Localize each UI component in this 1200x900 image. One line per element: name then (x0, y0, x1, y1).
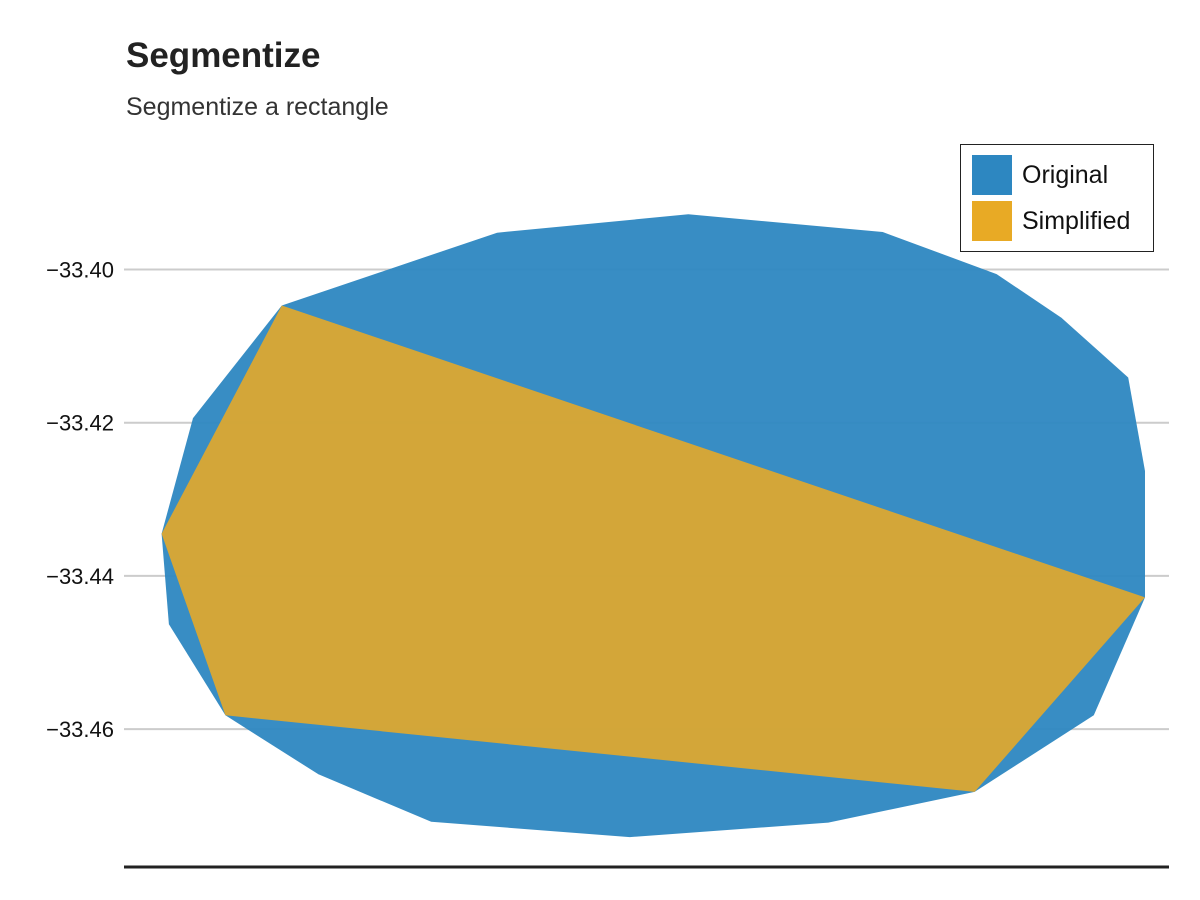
y-tick-label: −33.44 (46, 564, 114, 589)
series-polygon-simplified (161, 305, 1146, 792)
legend-item-simplified: Simplified (972, 201, 1130, 241)
legend-label-original: Original (1022, 160, 1109, 189)
y-tick-label: −33.40 (46, 258, 114, 283)
chart-subtitle: Segmentize a rectangle (126, 93, 389, 121)
y-tick-label: −33.42 (46, 411, 114, 436)
legend-swatch-simplified (972, 201, 1012, 241)
legend-label-simplified: Simplified (1022, 206, 1131, 235)
legend-item-original: Original (972, 155, 1108, 195)
chart-title: Segmentize (126, 36, 321, 75)
legend-swatch-original (972, 155, 1012, 195)
y-tick-label: −33.46 (46, 717, 114, 742)
legend: Original Simplified (960, 144, 1154, 252)
